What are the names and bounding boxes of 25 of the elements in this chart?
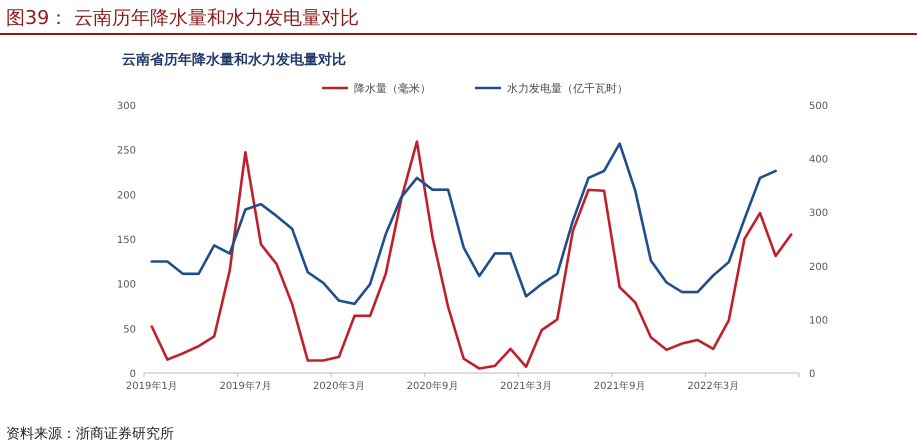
y2-tick-label: 100 bbox=[809, 315, 828, 326]
x-tick-label: 2022年3月 bbox=[687, 380, 740, 392]
legend-label: 降水量（毫米） bbox=[354, 82, 431, 95]
y2-tick-label: 0 bbox=[809, 369, 816, 380]
chart-subtitle: 云南省历年降水量和水力发电量对比 bbox=[122, 52, 346, 68]
x-tick-label: 2020年3月 bbox=[313, 380, 365, 392]
y2-tick-label: 500 bbox=[809, 101, 828, 112]
x-tick-label: 2019年1月 bbox=[126, 380, 178, 392]
text: 资料来源：浙商证券研究所 bbox=[6, 426, 174, 442]
y-tick-label: 200 bbox=[116, 190, 136, 202]
y-tick-label: 250 bbox=[116, 146, 136, 157]
y-tick-label: 150 bbox=[116, 235, 136, 246]
x-tick-label: 2021年9月 bbox=[594, 380, 646, 392]
y-tick-label: 100 bbox=[116, 280, 136, 291]
x-tick-label: 2019年7月 bbox=[219, 380, 272, 392]
legend-label: 水力发电量（亿千瓦时） bbox=[507, 82, 628, 95]
y2-tick-label: 200 bbox=[809, 262, 828, 273]
y-tick-label: 0 bbox=[130, 369, 136, 380]
y-tick-label: 50 bbox=[123, 324, 136, 336]
y2-tick-label: 300 bbox=[809, 208, 828, 220]
x-tick-label: 2021年3月 bbox=[500, 380, 552, 392]
x-tick-label: 2020年9月 bbox=[406, 380, 458, 392]
chart-title: 图39： 云南历年降水量和水力发电量对比 bbox=[6, 7, 360, 29]
y2-tick-label: 400 bbox=[809, 154, 828, 166]
y-tick-label: 300 bbox=[116, 101, 136, 112]
